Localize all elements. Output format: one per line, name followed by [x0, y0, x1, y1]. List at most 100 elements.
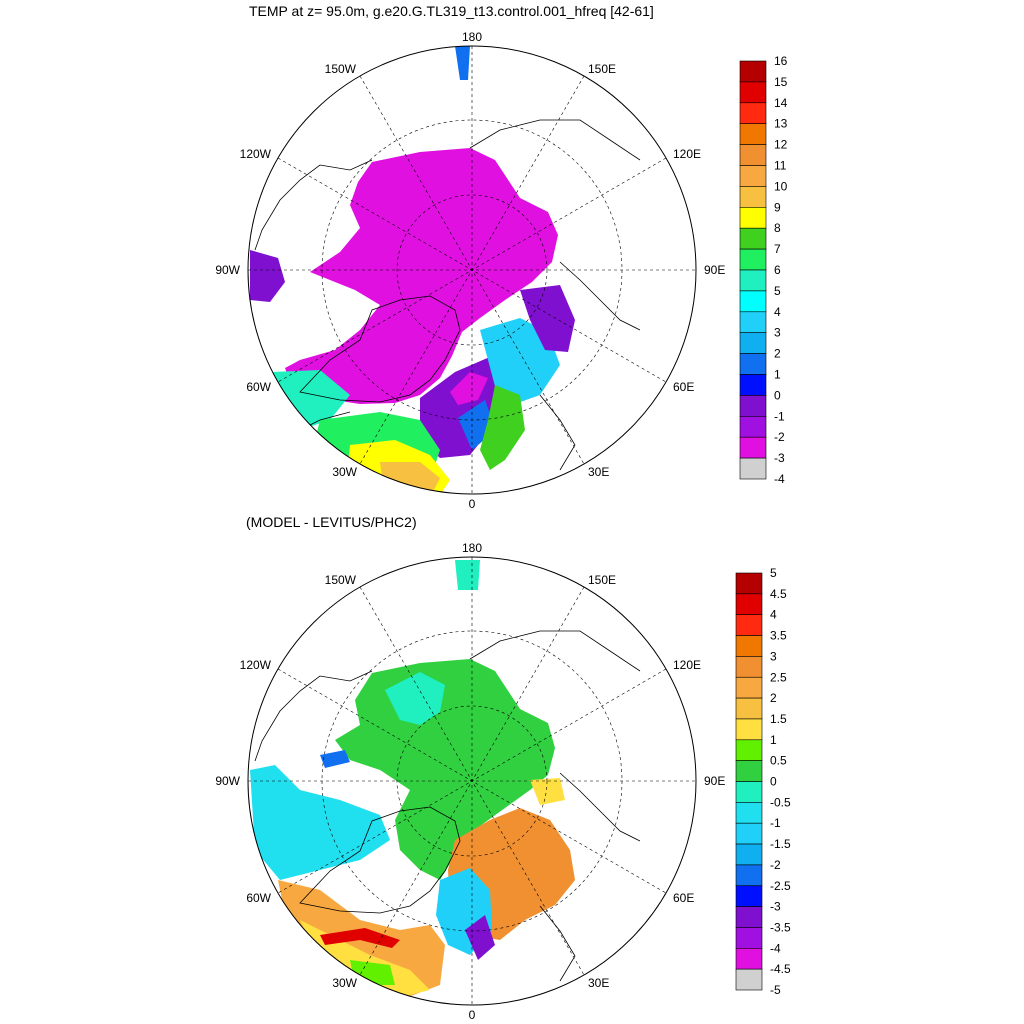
colorbar-swatch	[735, 572, 763, 595]
colorbar-label: 9	[774, 200, 781, 214]
colorbar-swatch	[739, 436, 767, 459]
bottom-lon-label-60e: 60E	[673, 891, 694, 905]
top-graticule	[248, 46, 696, 494]
colorbar-swatch	[735, 676, 763, 699]
bottom-colorbar: 5 4.5 4 3.5 3 2.5 2 1.5 1 0.5 0 -0.5 -1 -1.5 -2 -2.5 -3 -…	[735, 566, 791, 997]
colorbar-label: -4.5	[770, 962, 791, 976]
colorbar-label: 16	[774, 54, 788, 68]
colorbar-label: 0.5	[770, 754, 787, 768]
colorbar-swatch	[735, 843, 763, 866]
bottom-coastlines	[254, 630, 641, 982]
colorbar-label: -5	[770, 983, 781, 997]
colorbar-label: 1	[774, 368, 781, 382]
colorbar-label: 4	[774, 305, 781, 319]
top-lon-label-150w: 150W	[325, 62, 357, 76]
colorbar-swatch	[739, 332, 767, 354]
colorbar-label: 11	[774, 159, 787, 173]
top-bering-field	[455, 46, 470, 80]
top-barents-green-field	[480, 385, 525, 470]
bottom-nordic-purple-field	[465, 915, 495, 960]
colorbar-label: 14	[774, 96, 788, 110]
colorbar-label: -3	[774, 451, 785, 465]
bottom-lon-label-150w: 150W	[325, 573, 357, 587]
colorbar-swatch	[739, 311, 767, 333]
top-polar-map: 180 0 90W 90E 150W 150E 120W 120E 60W 60…	[215, 30, 725, 511]
colorbar-label: 1	[770, 733, 777, 747]
colorbar-label: 3	[770, 649, 777, 663]
colorbar-label: 12	[774, 138, 788, 152]
bottom-graticule	[248, 557, 696, 1005]
colorbar-label: -4	[774, 472, 785, 486]
colorbar-swatch	[735, 885, 763, 907]
colorbar-swatch	[739, 415, 767, 438]
colorbar-swatch	[739, 374, 767, 396]
colorbar-swatch	[739, 123, 767, 145]
bottom-lon-label-90w: 90W	[215, 774, 240, 788]
colorbar-swatch	[735, 656, 763, 678]
colorbar-swatch	[735, 760, 763, 782]
colorbar-label: 2	[774, 347, 781, 361]
colorbar-label: -4	[770, 941, 781, 955]
colorbar-label: 3.5	[770, 629, 787, 643]
colorbar-label: -0.5	[770, 795, 791, 809]
top-map-fields	[250, 46, 575, 494]
colorbar-label: 10	[774, 179, 788, 193]
bottom-lon-label-0: 0	[469, 1008, 476, 1022]
bottom-polar-map: 180 0 90W 90E 150W 150E 120W 120E 60W 60…	[215, 541, 725, 1022]
colorbar-swatch	[735, 635, 763, 657]
colorbar-label: -2.5	[770, 879, 791, 893]
colorbar-label: 1.5	[770, 712, 787, 726]
top-lon-label-30w: 30W	[332, 465, 357, 479]
colorbar-swatch	[739, 81, 767, 104]
colorbar-label: 15	[774, 75, 788, 89]
bottom-bering-field	[455, 560, 480, 590]
top-lon-label-30e: 30E	[588, 465, 609, 479]
colorbar-label: -1	[770, 816, 781, 830]
colorbar-swatch	[739, 60, 767, 83]
colorbar-swatch	[739, 144, 767, 166]
colorbar-swatch	[735, 781, 763, 803]
colorbar-label: -2	[770, 858, 781, 872]
bottom-map-border	[247, 556, 697, 1006]
bottom-panel-title: (MODEL - LEVITUS/PHC2)	[246, 514, 417, 530]
top-map-border	[247, 45, 697, 495]
colorbar-swatch	[735, 968, 763, 991]
colorbar-swatch	[735, 927, 763, 949]
top-nordic-core-field	[450, 372, 488, 405]
bottom-lon-label-30w: 30W	[332, 976, 357, 990]
colorbar-label: 0	[774, 388, 781, 402]
top-lon-label-120w: 120W	[240, 147, 272, 161]
top-panel-title: TEMP at z= 95.0m, g.e20.G.TL319_t13.cont…	[249, 3, 654, 19]
colorbar-label: 4	[770, 608, 777, 622]
bottom-lon-label-90e: 90E	[704, 774, 725, 788]
bottom-atlantic-red-field	[320, 928, 400, 948]
colorbar-swatch	[735, 802, 763, 824]
top-lon-label-90e: 90E	[704, 263, 725, 277]
top-canadian-channel-field	[250, 250, 285, 302]
colorbar-swatch	[735, 718, 763, 741]
top-kara-field	[520, 285, 575, 352]
bottom-lon-label-150e: 150E	[588, 573, 616, 587]
colorbar-label: -1	[774, 409, 785, 423]
colorbar-label: 13	[774, 117, 788, 131]
colorbar-swatch	[739, 395, 767, 417]
bottom-baffin-field	[250, 765, 390, 880]
colorbar-label: 5	[774, 284, 781, 298]
colorbar-swatch	[739, 457, 767, 480]
colorbar-swatch	[739, 207, 767, 229]
bottom-lon-label-60w: 60W	[246, 891, 271, 905]
bottom-lon-label-180: 180	[462, 541, 482, 555]
bottom-canada-basin-field	[385, 672, 445, 725]
colorbar-label: -1.5	[770, 837, 791, 851]
colorbar-swatch	[739, 227, 767, 250]
colorbar-label: 3	[774, 326, 781, 340]
top-lon-label-60e: 60E	[673, 380, 694, 394]
colorbar-swatch	[739, 290, 767, 313]
top-lon-label-0: 0	[469, 497, 476, 511]
colorbar-label: 2	[770, 691, 777, 705]
top-lon-label-60w: 60W	[246, 380, 271, 394]
top-lon-label-180: 180	[462, 30, 482, 44]
colorbar-swatch	[739, 353, 767, 375]
colorbar-swatch	[739, 269, 767, 292]
colorbar-label: 7	[774, 242, 781, 256]
